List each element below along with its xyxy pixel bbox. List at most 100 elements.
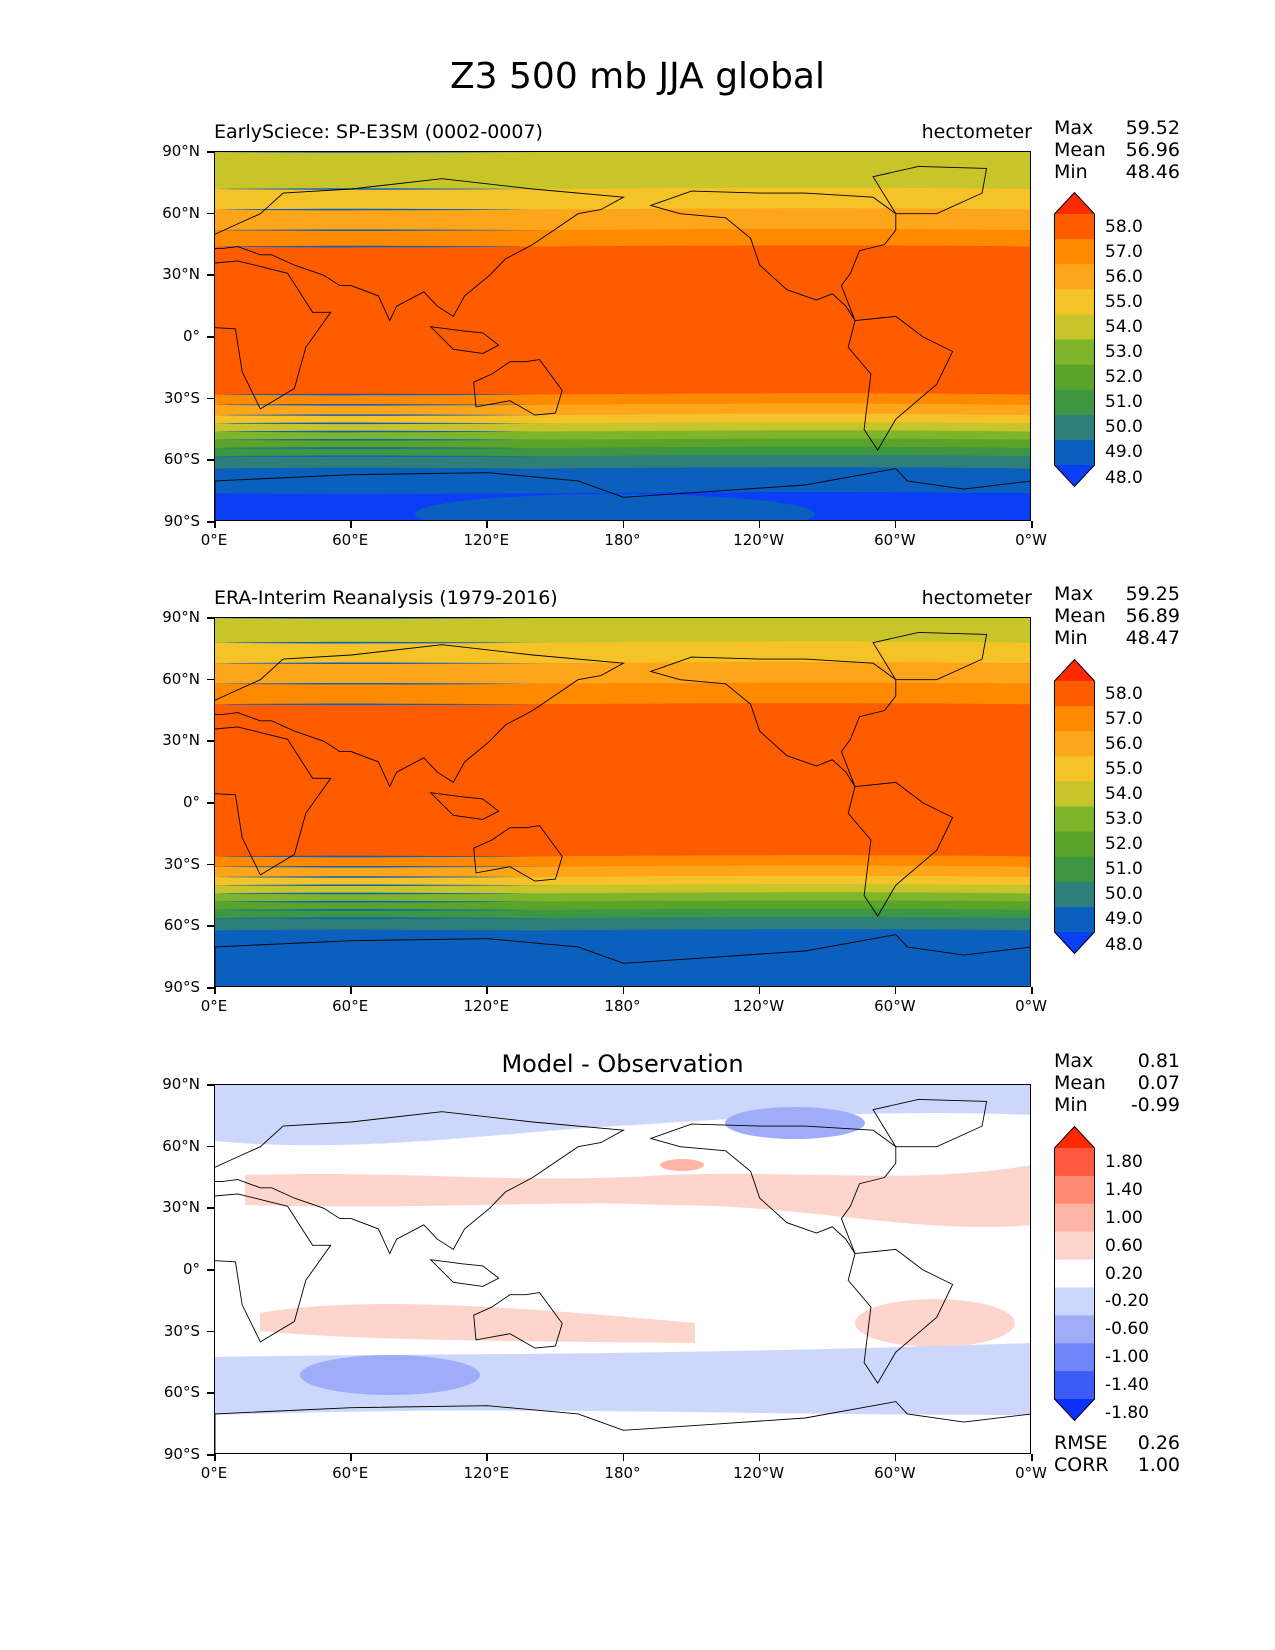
coastline-eurasia: [215, 644, 626, 788]
coastline-australia: [473, 825, 563, 882]
contour-band: [215, 661, 1030, 686]
coastline-antarctica: [215, 1401, 1030, 1453]
y-tick-label: 60°S: [163, 1383, 200, 1402]
stat-label: Max: [1054, 583, 1094, 605]
coastline-indonesia: [429, 792, 500, 820]
colorbar-block: [1054, 731, 1095, 757]
contour-anomaly: [215, 1085, 1030, 1146]
panel-title: Model - Observation: [501, 1050, 744, 1078]
y-tick: [207, 1392, 214, 1394]
colorbar-block: [1054, 264, 1095, 290]
y-tick: [207, 521, 214, 523]
units-label: hectometer: [921, 587, 1032, 609]
contour-map: [215, 618, 1030, 986]
colorbar-tick-label: 56.0: [1105, 266, 1143, 287]
map-plot: [214, 1084, 1031, 1454]
contour-band: [215, 413, 1030, 425]
y-tick-label: 60°S: [163, 450, 200, 469]
y-tick-label: 90°S: [163, 1445, 200, 1463]
panel-title: EarlySciece: SP-E3SM (0002-0007): [214, 121, 543, 143]
y-tick-label: 90°S: [163, 512, 200, 530]
x-tick: [894, 987, 897, 994]
colorbar-tick-label: 54.0: [1105, 783, 1143, 804]
contour-blob-antarctic: [475, 952, 755, 986]
x-tick: [1031, 1454, 1033, 1461]
x-tick: [214, 987, 216, 994]
coastline-greenland: [872, 165, 988, 215]
contour-band: [215, 892, 1030, 903]
contour-band: [215, 883, 1030, 895]
y-tick-label: 90°N: [162, 1075, 200, 1093]
coastline-eurasia: [215, 178, 626, 322]
colorbar-block: [1054, 681, 1095, 707]
x-tick-label: 60°E: [332, 997, 369, 1015]
colorbar-extend-top: [1054, 659, 1095, 681]
x-tick: [350, 1454, 352, 1461]
x-tick-label: 0°W: [1015, 531, 1047, 549]
metrics-box: RMSE 0.26 CORR 1.00: [1054, 1432, 1180, 1476]
y-tick-label: 60°N: [162, 203, 200, 222]
stat-label: Max: [1054, 117, 1094, 139]
y-tick-label: 0°: [182, 327, 200, 345]
colorbar-tick-label: 50.0: [1105, 884, 1143, 905]
x-tick: [622, 521, 624, 528]
x-tick-label: 120°W: [733, 997, 785, 1015]
contour-map: [215, 152, 1030, 520]
x-tick-label: 60°E: [332, 1464, 369, 1482]
x-tick: [214, 1454, 216, 1461]
y-tick: [207, 925, 214, 927]
stat-label: Min: [1054, 627, 1088, 649]
coastline-s-america: [847, 315, 954, 451]
colorbar-tick-label: 55.0: [1105, 758, 1143, 779]
coastline-s-america: [847, 781, 954, 917]
colorbar-tick-label: 48.0: [1105, 467, 1143, 488]
contour-band: [215, 900, 1030, 912]
colorbar-tick-label: 57.0: [1105, 708, 1143, 729]
y-tick: [207, 212, 214, 215]
contour-band: [215, 228, 1030, 248]
colorbar: [1054, 192, 1095, 487]
colorbar-block: [1054, 1343, 1095, 1372]
colorbar-tick-label: -1.40: [1105, 1375, 1149, 1396]
colorbar-tick-label: 53.0: [1105, 342, 1143, 363]
coastline-greenland: [872, 1098, 988, 1148]
x-tick: [758, 521, 761, 528]
y-tick-label: 30°S: [163, 1321, 200, 1340]
colorbar-tick-label: 55.0: [1105, 291, 1143, 312]
x-tick: [486, 521, 488, 528]
stat-max: 59.52: [1125, 117, 1180, 139]
colorbar-block: [1054, 856, 1095, 883]
colorbar-block: [1054, 781, 1095, 807]
contour-band: [215, 703, 1030, 858]
colorbar-block: [1054, 1371, 1095, 1400]
y-tick-label: 60°S: [163, 916, 200, 935]
colorbar-block: [1054, 414, 1095, 441]
x-tick-label: 60°E: [332, 531, 369, 549]
colorbar-block: [1054, 314, 1095, 340]
coastline-africa: [215, 1193, 332, 1343]
x-tick: [758, 1454, 761, 1461]
contour-anomaly: [260, 1304, 695, 1343]
coastline-indonesia: [429, 326, 500, 354]
colorbar-tick-label: 56.0: [1105, 733, 1143, 754]
x-tick: [350, 521, 352, 528]
x-tick-label: 180°: [604, 531, 641, 549]
contour-anomaly: [725, 1107, 865, 1139]
contour-map: [215, 1085, 1030, 1453]
coastline-antarctica: [215, 468, 1030, 520]
figure-title: Z3 500 mb JJA global: [450, 56, 825, 97]
coastline-australia: [473, 1292, 563, 1349]
colorbar-tick-label: 49.0: [1105, 442, 1143, 463]
contour-band: [215, 855, 1030, 868]
y-tick: [207, 678, 214, 681]
contour-band: [215, 403, 1030, 417]
x-tick: [486, 1454, 488, 1461]
colorbar-extend-bottom: [1054, 932, 1095, 954]
y-tick-label: 30°N: [162, 731, 200, 750]
contour-band: [215, 865, 1030, 879]
stat-label: Mean: [1054, 139, 1106, 161]
x-tick-label: 180°: [604, 997, 641, 1015]
contour-band: [215, 438, 1030, 450]
contour-band: [215, 641, 1030, 665]
y-tick-label: 90°N: [162, 142, 200, 160]
